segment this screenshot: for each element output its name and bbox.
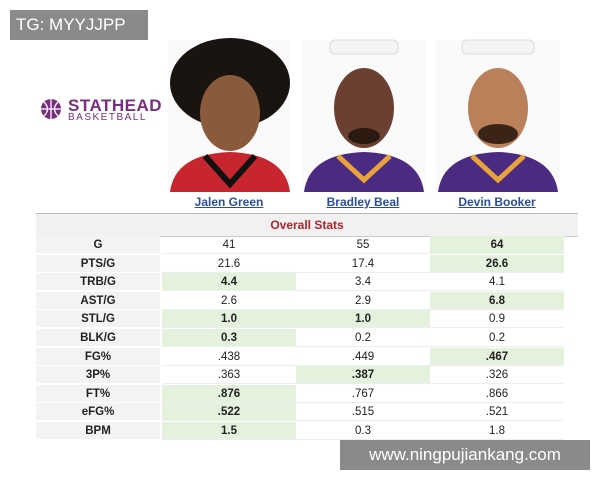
stat-value: 1.0 xyxy=(162,310,296,329)
watermark: TG: MYYJJPP xyxy=(10,10,148,40)
stat-value: 4.4 xyxy=(162,273,296,292)
row-label: BPM xyxy=(36,422,160,440)
watermark: www.ningpujiankang.com xyxy=(340,440,590,470)
stat-value: .876 xyxy=(162,384,296,403)
row-label: eFG% xyxy=(36,403,160,422)
row-label: FG% xyxy=(36,347,160,366)
stat-value: 0.2 xyxy=(296,329,430,347)
stat-value: .521 xyxy=(430,403,564,422)
row-label: BLK/G xyxy=(36,329,160,347)
stat-value: .449 xyxy=(296,348,430,366)
stat-value: 1.8 xyxy=(430,422,564,440)
stat-value: 26.6 xyxy=(430,254,564,273)
stat-value: 64 xyxy=(430,236,564,254)
stat-value: 1.0 xyxy=(296,310,430,329)
player-name: Jalen Green xyxy=(194,195,264,209)
stat-value: .767 xyxy=(296,385,430,403)
stat-value: 4.1 xyxy=(430,273,564,292)
stat-value: .363 xyxy=(162,366,296,385)
photo xyxy=(436,39,560,192)
stat-value: 41 xyxy=(162,236,296,254)
stat-value: .326 xyxy=(430,366,564,385)
stat-value: .467 xyxy=(430,347,564,366)
player-photos xyxy=(168,38,560,192)
stat-value: 6.8 xyxy=(430,291,564,310)
stat-value: 1.5 xyxy=(162,422,296,440)
stat-value: .515 xyxy=(296,403,430,422)
row-label: FT% xyxy=(36,384,160,403)
stat-value: 55 xyxy=(296,236,430,254)
stat-value: 0.3 xyxy=(296,422,430,440)
row-label: G xyxy=(36,236,160,254)
logo-subtitle: BASKETBALL xyxy=(68,112,147,123)
stat-value: 17.4 xyxy=(296,255,430,273)
row-label: 3P% xyxy=(36,366,160,385)
stat-value: 21.6 xyxy=(162,255,296,273)
stat-value: .866 xyxy=(430,385,564,403)
stat-value: 2.9 xyxy=(296,292,430,310)
stat-value: .387 xyxy=(296,366,430,385)
stat-value: 0.9 xyxy=(430,310,564,329)
player-name: Devin Booker xyxy=(458,195,536,209)
stat-value: 0.2 xyxy=(430,329,564,347)
logo-icon xyxy=(41,99,61,119)
row-label: STL/G xyxy=(36,310,160,329)
stat-value: .438 xyxy=(162,348,296,366)
logo-title: STATHEAD xyxy=(68,96,163,115)
row-label: AST/G xyxy=(36,291,160,310)
section-title: Overall Stats xyxy=(36,213,578,237)
stat-value: .522 xyxy=(162,403,296,422)
photo xyxy=(302,39,426,192)
row-label: TRB/G xyxy=(36,273,160,292)
stat-value: 0.3 xyxy=(162,329,296,347)
photo xyxy=(168,38,290,192)
stat-value: 2.6 xyxy=(162,292,296,310)
player-name: Bradley Beal xyxy=(326,195,400,209)
stat-value: 3.4 xyxy=(296,273,430,292)
row-label: PTS/G xyxy=(36,254,160,273)
